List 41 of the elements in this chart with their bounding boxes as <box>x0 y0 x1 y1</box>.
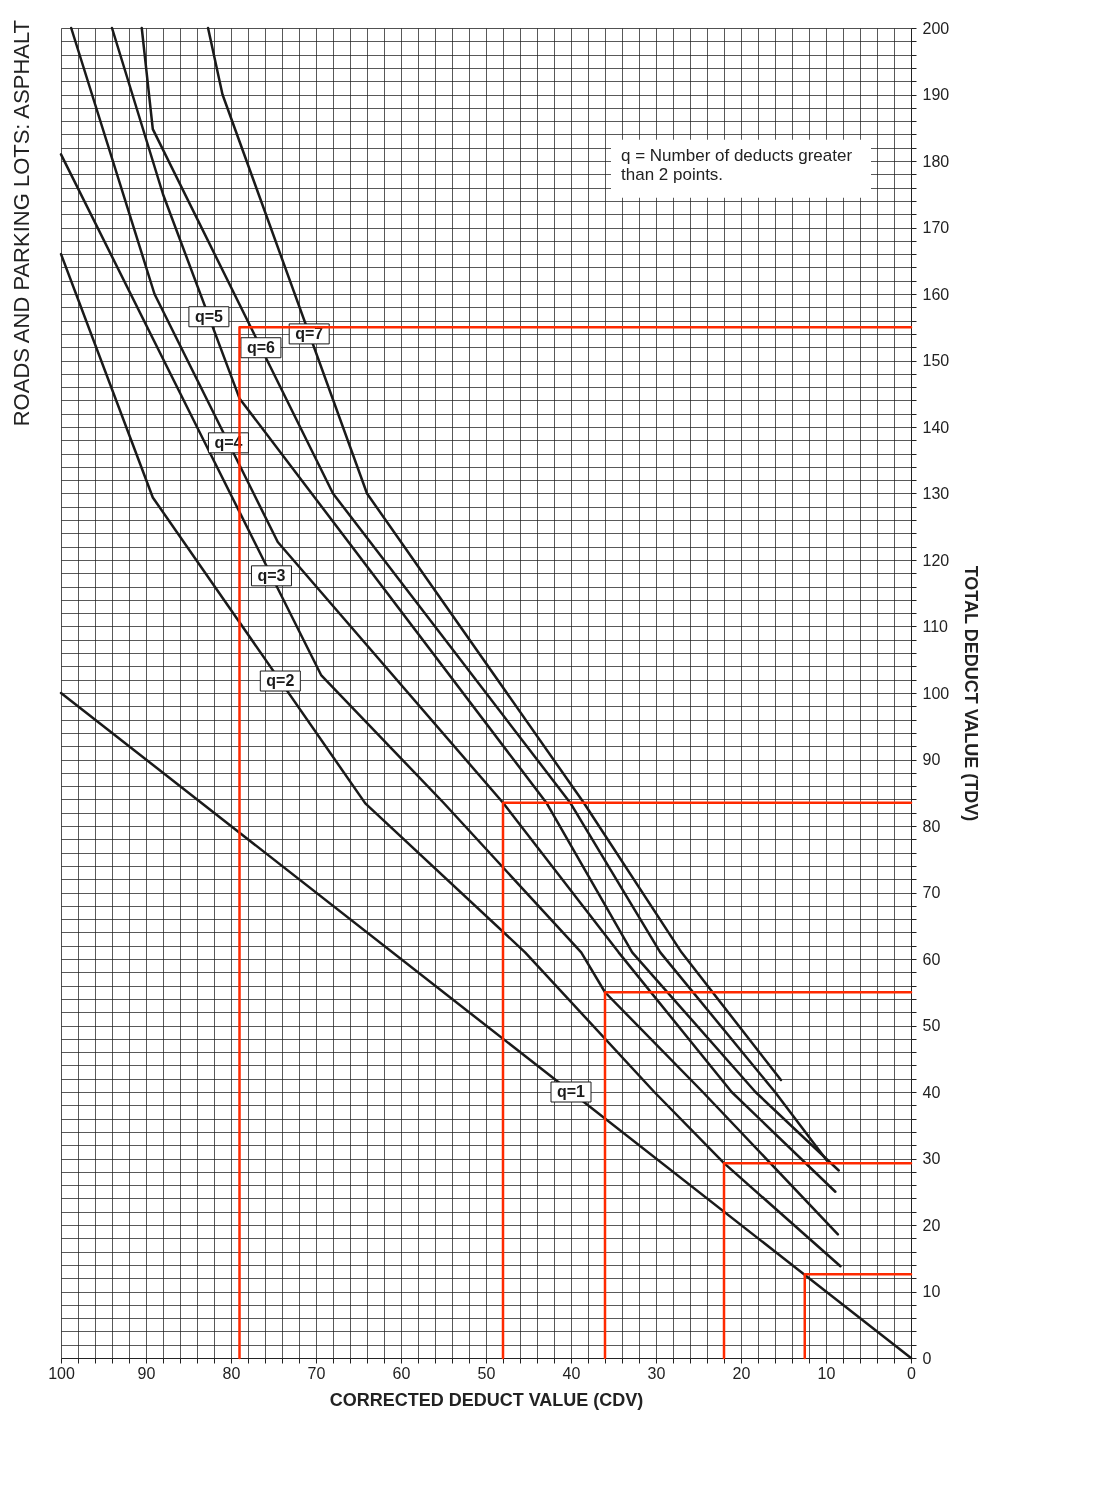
y-tick-label: 150 <box>922 352 950 369</box>
y-tick-label: 10 <box>922 1283 941 1300</box>
y-axis-title: TOTAL DEDUCT VALUE (TDV) <box>961 565 982 822</box>
y-tick-label: 130 <box>922 485 950 502</box>
y-tick-label: 90 <box>922 751 941 768</box>
text: ROADS AND PARKING LOTS: ASPHALT <box>8 20 34 427</box>
series-label: q=1 <box>556 1083 586 1100</box>
x-tick-label: 0 <box>907 1364 917 1382</box>
x-tick-label: 100 <box>48 1364 75 1382</box>
annotation: q = Number of deducts greater than 2 points. <box>621 145 853 184</box>
x-tick-label: 60 <box>392 1364 411 1382</box>
x-tick-label: 80 <box>222 1364 241 1382</box>
series-label: q=6 <box>246 338 276 356</box>
x-tick-label: 90 <box>137 1364 156 1382</box>
y-tick-label: 30 <box>922 1150 941 1167</box>
x-tick-label: 40 <box>562 1364 581 1382</box>
y-tick-label: 120 <box>922 551 950 569</box>
x-tick-label: 50 <box>477 1364 496 1382</box>
series-label: q=5 <box>194 307 224 325</box>
y-tick-label: 140 <box>922 418 950 436</box>
series-label: q=3 <box>257 566 286 584</box>
y-tick-label: 80 <box>922 817 941 835</box>
x-tick-label: 10 <box>817 1364 836 1382</box>
y-tick-label: 50 <box>922 1017 941 1034</box>
y-tick-label: 20 <box>922 1216 941 1234</box>
y-tick-label: 40 <box>922 1083 941 1101</box>
x-tick-label: 70 <box>307 1364 326 1382</box>
series-label: q=2 <box>266 672 295 690</box>
x-axis-title: CORRECTED DEDUCT VALUE (CDV) <box>329 1389 644 1410</box>
y-tick-label: 190 <box>922 86 950 103</box>
y-tick-label: 100 <box>922 684 950 702</box>
y-tick-label: 0 <box>922 1349 932 1367</box>
y-tick-label: 200 <box>922 19 950 37</box>
y-tick-label: 180 <box>922 152 950 170</box>
x-tick-label: 30 <box>647 1364 666 1382</box>
y-tick-label: 70 <box>922 884 941 901</box>
x-tick-label: 20 <box>732 1364 751 1382</box>
y-tick-label: 60 <box>922 950 941 968</box>
y-tick-label: 110 <box>922 618 949 635</box>
y-tick-label: 170 <box>922 219 950 236</box>
y-tick-label: 160 <box>922 285 950 303</box>
